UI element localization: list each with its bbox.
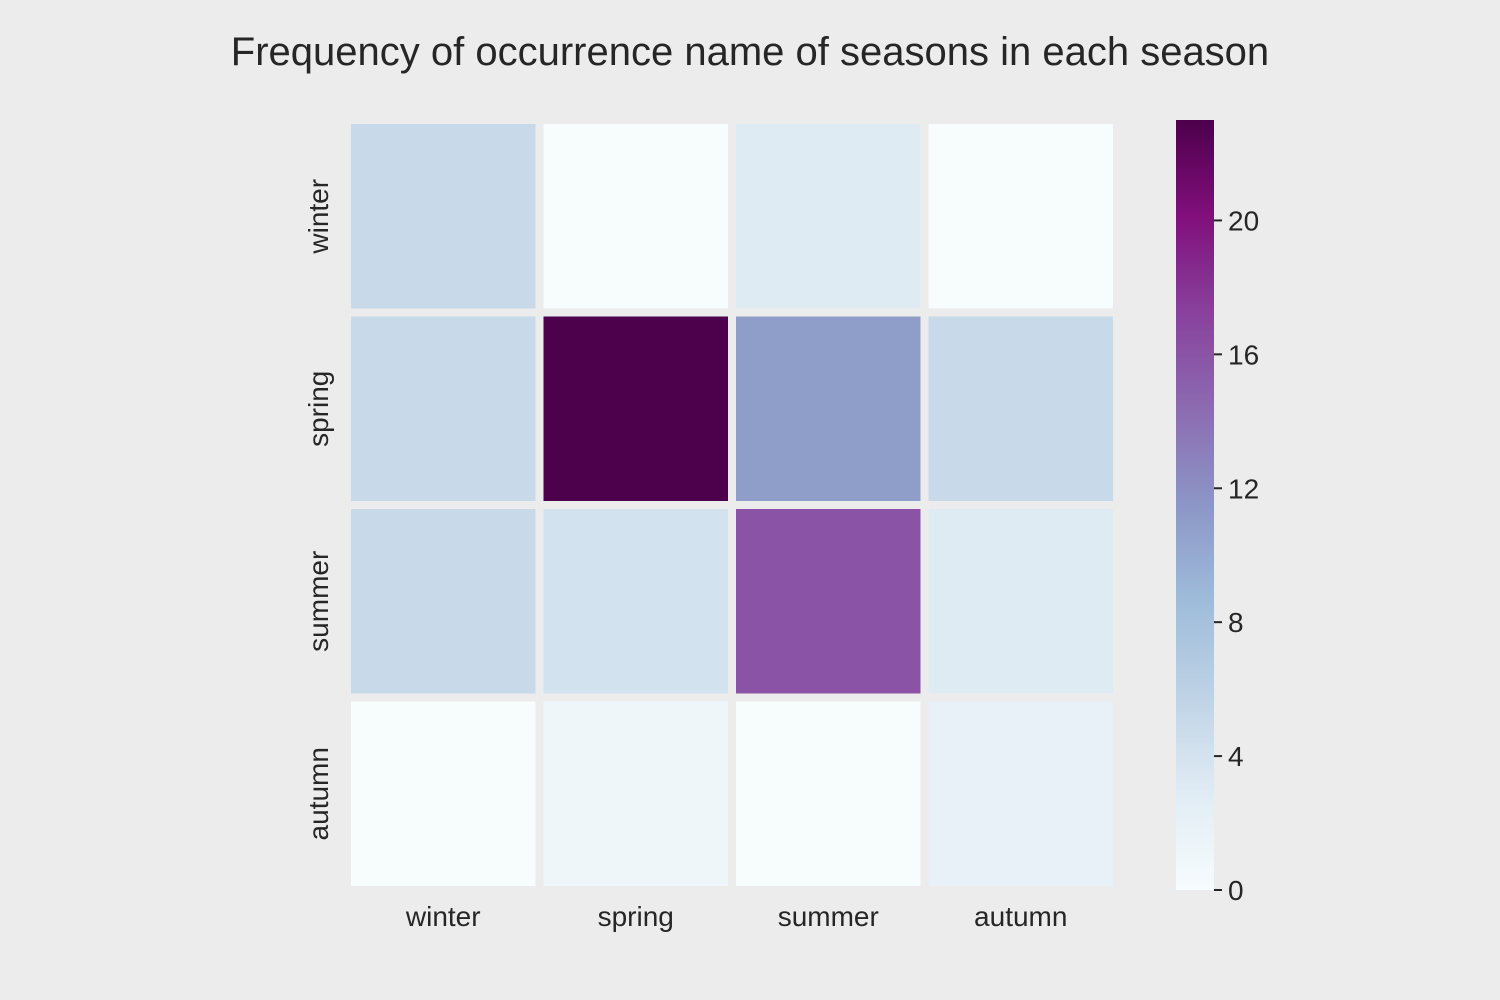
- heatmap-cell-spring-winter: [351, 316, 536, 501]
- heatmap-cell-spring-summer: [736, 316, 921, 501]
- x-tick-label-summer: summer: [778, 901, 879, 932]
- colorbar-gradient: [1176, 120, 1214, 890]
- heatmap-cell-winter-spring: [543, 124, 728, 309]
- heatmap-cell-autumn-winter: [351, 701, 536, 886]
- heatmap-cell-winter-autumn: [928, 124, 1113, 309]
- colorbar-tick-label: 0: [1228, 875, 1244, 906]
- colorbar-tick-label: 4: [1228, 741, 1244, 772]
- colorbar-tick-label: 12: [1228, 473, 1259, 504]
- y-tick-label-winter: winter: [303, 179, 334, 255]
- heatmap-cells: [351, 124, 1113, 886]
- chart-title: Frequency of occurrence name of seasons …: [230, 30, 1270, 74]
- y-tick-label-summer: summer: [303, 551, 334, 652]
- colorbar-tick-label: 16: [1228, 339, 1259, 370]
- heatmap-cell-autumn-autumn: [928, 701, 1113, 886]
- heatmap-cell-summer-summer: [736, 509, 921, 694]
- heatmap-cell-spring-spring: [543, 316, 728, 501]
- y-tick-label-spring: spring: [303, 371, 334, 447]
- x-tick-label-winter: winter: [405, 901, 481, 932]
- y-tick-label-autumn: autumn: [303, 747, 334, 840]
- heatmap-cell-autumn-summer: [736, 701, 921, 886]
- colorbar: 0 4 8 12 16 20: [1176, 120, 1259, 906]
- colorbar-tick-label: 20: [1228, 205, 1259, 236]
- heatmap-cell-winter-winter: [351, 124, 536, 309]
- x-tick-label-spring: spring: [598, 901, 674, 932]
- heatmap-cell-winter-summer: [736, 124, 921, 309]
- y-tick-labels: winter spring summer autumn: [303, 179, 334, 841]
- heatmap-cell-autumn-spring: [543, 701, 728, 886]
- heatmap-cell-summer-winter: [351, 509, 536, 694]
- heatmap-cell-summer-autumn: [928, 509, 1113, 694]
- heatmap-cell-summer-spring: [543, 509, 728, 694]
- heatmap-cell-spring-autumn: [928, 316, 1113, 501]
- colorbar-tick-label: 8: [1228, 607, 1244, 638]
- x-tick-label-autumn: autumn: [974, 901, 1067, 932]
- x-tick-labels: winter spring summer autumn: [405, 901, 1068, 932]
